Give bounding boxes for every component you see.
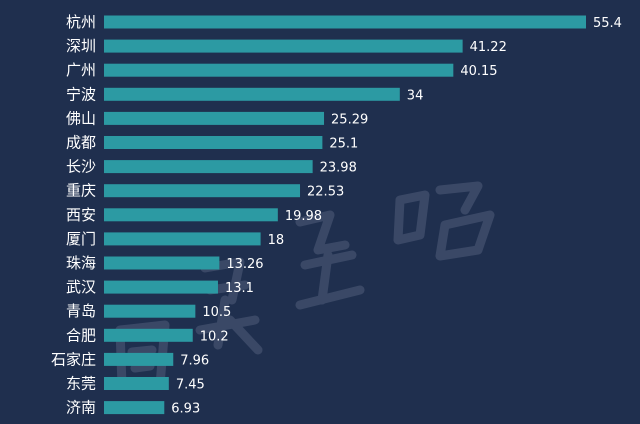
value-label: 10.2	[200, 329, 229, 344]
value-label: 25.1	[329, 137, 358, 152]
value-label: 34	[407, 88, 424, 103]
value-label: 25.29	[331, 112, 368, 127]
bar	[104, 160, 313, 174]
bar	[104, 15, 586, 29]
category-label: 青岛	[66, 302, 96, 320]
category-label: 重庆	[66, 182, 96, 200]
value-label: 19.98	[285, 209, 322, 224]
category-label: 珠海	[66, 254, 96, 272]
value-label: 23.98	[320, 161, 357, 176]
category-label: 厦门	[66, 230, 96, 248]
category-label: 武汉	[66, 278, 96, 296]
bar	[104, 280, 218, 294]
category-label: 东莞	[66, 375, 96, 393]
bar	[104, 377, 169, 390]
category-label: 石家庄	[51, 350, 96, 368]
category-label: 杭州	[66, 13, 96, 31]
category-label: 合肥	[66, 326, 96, 344]
value-label: 10.5	[202, 305, 231, 320]
value-label: 13.1	[225, 281, 254, 296]
bar	[104, 401, 165, 415]
value-label: 18	[268, 233, 285, 248]
value-label: 13.26	[226, 257, 263, 272]
bar	[104, 184, 301, 198]
bar	[104, 63, 454, 77]
category-label: 广州	[66, 61, 96, 79]
bar	[104, 328, 193, 342]
category-label: 西安	[66, 206, 96, 224]
category-label: 成都	[66, 134, 96, 152]
bar	[104, 352, 174, 366]
value-label: 7.96	[180, 353, 209, 368]
bar	[104, 256, 220, 270]
bar	[104, 87, 400, 101]
value-label: 6.93	[171, 402, 200, 417]
category-label: 长沙	[66, 158, 96, 176]
category-label: 佛山	[66, 109, 96, 127]
category-label: 深圳	[66, 37, 96, 55]
value-label: 41.22	[470, 40, 507, 55]
bar	[104, 111, 325, 125]
bar	[104, 39, 463, 53]
value-label: 22.53	[307, 185, 344, 200]
bar	[104, 304, 196, 318]
category-label: 宁波	[66, 85, 96, 103]
bar	[104, 232, 261, 246]
watermark	[115, 181, 495, 390]
category-label: 济南	[66, 399, 96, 417]
value-label: 40.15	[460, 64, 497, 79]
bar	[104, 136, 323, 149]
value-label: 7.45	[176, 378, 205, 393]
bar	[104, 208, 278, 222]
value-label: 55.4	[593, 16, 622, 31]
